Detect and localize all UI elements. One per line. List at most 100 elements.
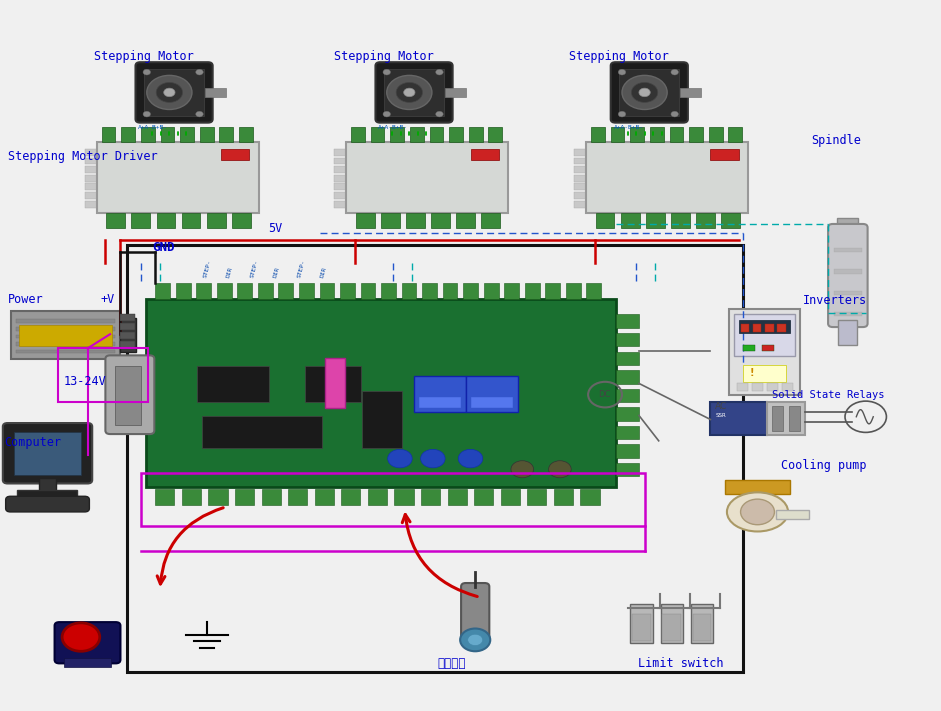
FancyBboxPatch shape (765, 324, 774, 332)
FancyBboxPatch shape (161, 127, 174, 142)
Circle shape (671, 69, 678, 75)
FancyBboxPatch shape (725, 480, 790, 494)
FancyBboxPatch shape (85, 192, 97, 199)
Ellipse shape (726, 492, 788, 532)
FancyBboxPatch shape (752, 383, 763, 391)
Circle shape (671, 111, 678, 117)
Circle shape (421, 449, 445, 468)
FancyBboxPatch shape (85, 175, 97, 182)
FancyArrowPatch shape (157, 508, 223, 584)
FancyBboxPatch shape (469, 127, 483, 142)
FancyBboxPatch shape (334, 175, 346, 182)
Circle shape (383, 111, 391, 117)
Text: A+A-B+B-: A+A-B+B- (378, 125, 408, 130)
FancyBboxPatch shape (470, 397, 513, 408)
Text: Power: Power (8, 293, 43, 306)
FancyBboxPatch shape (596, 213, 614, 228)
FancyBboxPatch shape (340, 283, 355, 299)
FancyArrowPatch shape (403, 515, 477, 597)
FancyBboxPatch shape (16, 350, 115, 353)
FancyBboxPatch shape (391, 127, 404, 142)
Circle shape (404, 88, 415, 97)
FancyBboxPatch shape (734, 314, 795, 356)
FancyBboxPatch shape (64, 658, 111, 667)
FancyBboxPatch shape (662, 614, 681, 641)
FancyBboxPatch shape (834, 269, 862, 274)
FancyBboxPatch shape (449, 127, 463, 142)
FancyBboxPatch shape (176, 283, 191, 299)
FancyBboxPatch shape (199, 127, 214, 142)
FancyBboxPatch shape (488, 127, 502, 142)
Circle shape (741, 499, 774, 525)
FancyBboxPatch shape (828, 224, 868, 327)
Text: DIR: DIR (273, 266, 280, 278)
FancyBboxPatch shape (566, 283, 581, 299)
FancyBboxPatch shape (17, 490, 77, 499)
FancyBboxPatch shape (120, 323, 135, 330)
Text: STEP-: STEP- (296, 259, 306, 278)
Text: Stepping Motor: Stepping Motor (94, 50, 194, 63)
Circle shape (196, 111, 203, 117)
FancyBboxPatch shape (501, 489, 519, 505)
FancyBboxPatch shape (120, 332, 135, 339)
Text: Stepping Motor: Stepping Motor (334, 50, 434, 63)
FancyBboxPatch shape (838, 320, 857, 345)
Text: DC: DC (598, 390, 611, 399)
FancyBboxPatch shape (221, 149, 249, 160)
FancyBboxPatch shape (120, 341, 135, 348)
Text: Solid State Relays: Solid State Relays (772, 390, 885, 400)
FancyBboxPatch shape (155, 283, 170, 299)
Text: Spindle: Spindle (811, 134, 861, 146)
Circle shape (618, 69, 626, 75)
Circle shape (387, 75, 432, 109)
FancyBboxPatch shape (132, 213, 151, 228)
FancyBboxPatch shape (611, 62, 688, 122)
FancyBboxPatch shape (419, 397, 461, 408)
FancyBboxPatch shape (381, 283, 396, 299)
FancyBboxPatch shape (693, 614, 711, 641)
FancyBboxPatch shape (574, 166, 586, 173)
FancyBboxPatch shape (456, 213, 475, 228)
Circle shape (511, 461, 534, 478)
Text: A+A-B+B-: A+A-B+B- (614, 125, 644, 130)
FancyBboxPatch shape (356, 213, 375, 228)
FancyBboxPatch shape (525, 283, 539, 299)
FancyBboxPatch shape (16, 335, 115, 338)
FancyBboxPatch shape (136, 62, 213, 122)
FancyBboxPatch shape (729, 309, 800, 395)
FancyBboxPatch shape (574, 183, 586, 191)
FancyBboxPatch shape (320, 283, 334, 299)
FancyBboxPatch shape (461, 583, 489, 643)
FancyBboxPatch shape (85, 183, 97, 191)
FancyBboxPatch shape (16, 327, 115, 331)
FancyBboxPatch shape (106, 213, 125, 228)
FancyBboxPatch shape (371, 127, 384, 142)
FancyBboxPatch shape (611, 127, 624, 142)
FancyBboxPatch shape (772, 406, 783, 431)
FancyBboxPatch shape (258, 283, 273, 299)
Text: 5V: 5V (268, 223, 282, 235)
FancyBboxPatch shape (429, 127, 443, 142)
FancyBboxPatch shape (448, 489, 467, 505)
Text: Stepping Motor: Stepping Motor (569, 50, 669, 63)
Text: 接近开关: 接近开关 (438, 657, 466, 670)
FancyBboxPatch shape (616, 370, 639, 383)
FancyBboxPatch shape (102, 127, 116, 142)
Circle shape (388, 449, 412, 468)
Circle shape (196, 69, 203, 75)
Circle shape (143, 69, 151, 75)
FancyBboxPatch shape (616, 333, 639, 346)
FancyBboxPatch shape (834, 248, 862, 252)
FancyBboxPatch shape (219, 127, 233, 142)
FancyBboxPatch shape (445, 88, 466, 97)
FancyBboxPatch shape (235, 489, 254, 505)
FancyBboxPatch shape (484, 283, 499, 299)
FancyBboxPatch shape (314, 489, 334, 505)
FancyBboxPatch shape (182, 213, 200, 228)
FancyBboxPatch shape (504, 283, 519, 299)
FancyBboxPatch shape (709, 127, 723, 142)
FancyBboxPatch shape (121, 127, 135, 142)
Text: STEP-: STEP- (202, 259, 212, 278)
FancyBboxPatch shape (710, 149, 739, 160)
Text: +V: +V (101, 293, 115, 306)
